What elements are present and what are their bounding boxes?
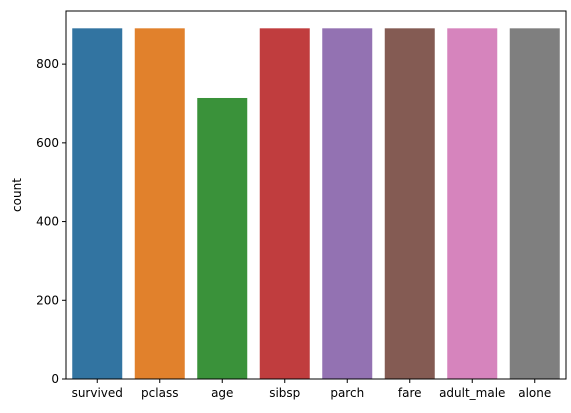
y-tick-label: 800	[36, 57, 59, 71]
bar-sibsp	[259, 28, 310, 379]
bar-pclass	[134, 28, 185, 379]
x-tick-label: sibsp	[269, 386, 300, 400]
plot-frame	[65, 10, 567, 380]
x-axis: survived pclass age sibsp parch fare adult_mal…	[72, 379, 551, 400]
bar-parch	[322, 28, 373, 379]
x-tick-label: pclass	[141, 386, 178, 400]
bar-alone	[509, 28, 560, 379]
bar-adult-male	[447, 28, 498, 379]
bars-group	[72, 28, 560, 380]
y-tick-label: 200	[36, 293, 59, 307]
bar-survived	[72, 28, 123, 379]
y-axis-label: count	[10, 178, 24, 212]
bar-age	[197, 97, 248, 380]
y-axis: 0 200 400 600 800	[36, 57, 66, 386]
x-tick-label: fare	[398, 386, 422, 400]
y-tick-label: 0	[51, 372, 59, 386]
x-tick-label: parch	[330, 386, 364, 400]
bar-fare	[384, 28, 435, 379]
y-tick-label: 600	[36, 136, 59, 150]
x-tick-label: survived	[72, 386, 123, 400]
x-tick-label: adult_male	[439, 386, 505, 400]
x-tick-label: age	[211, 386, 233, 400]
x-tick-label: alone	[518, 386, 551, 400]
y-tick-label: 400	[36, 215, 59, 229]
